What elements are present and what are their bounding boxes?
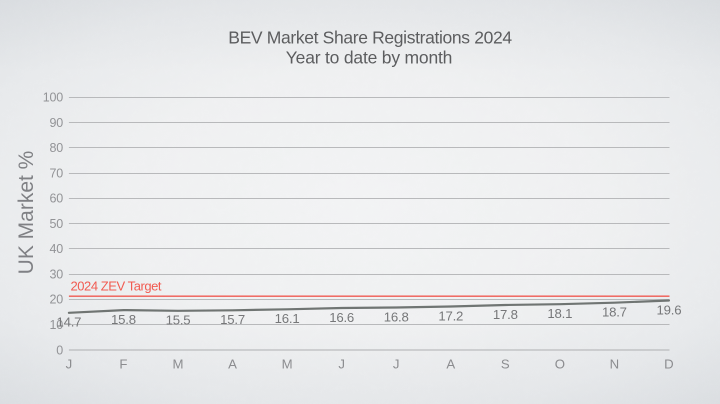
- svg-text:20: 20: [49, 293, 63, 307]
- svg-text:M: M: [282, 357, 293, 372]
- svg-text:N: N: [610, 357, 620, 372]
- svg-text:M: M: [173, 357, 184, 372]
- svg-text:0: 0: [56, 343, 63, 357]
- svg-text:J: J: [393, 357, 400, 372]
- svg-text:16.1: 16.1: [275, 311, 300, 326]
- svg-text:40: 40: [49, 242, 63, 256]
- svg-text:30: 30: [49, 268, 63, 282]
- svg-text:2024 ZEV Target: 2024 ZEV Target: [71, 278, 162, 293]
- svg-text:18.1: 18.1: [547, 306, 572, 321]
- svg-text:J: J: [66, 357, 73, 372]
- svg-text:UK Market %: UK Market %: [15, 151, 38, 275]
- svg-text:D: D: [664, 357, 674, 372]
- svg-text:50: 50: [49, 217, 63, 231]
- svg-text:Year to date by month: Year to date by month: [286, 47, 452, 67]
- svg-text:A: A: [228, 357, 237, 372]
- svg-text:15.8: 15.8: [111, 312, 136, 327]
- svg-text:J: J: [338, 357, 345, 372]
- svg-text:14.7: 14.7: [56, 315, 81, 330]
- svg-text:16.8: 16.8: [384, 309, 409, 324]
- svg-text:90: 90: [49, 116, 63, 130]
- svg-text:17.2: 17.2: [438, 308, 463, 323]
- svg-text:18.7: 18.7: [602, 305, 627, 320]
- svg-text:15.7: 15.7: [220, 312, 245, 327]
- svg-text:BEV Market Share Registrations: BEV Market Share Registrations 2024: [228, 28, 512, 48]
- svg-text:60: 60: [49, 192, 63, 206]
- svg-text:O: O: [555, 357, 565, 372]
- svg-text:17.8: 17.8: [493, 307, 518, 322]
- svg-text:15.5: 15.5: [166, 313, 191, 328]
- svg-text:70: 70: [49, 166, 63, 180]
- svg-text:16.6: 16.6: [329, 310, 354, 325]
- svg-text:100: 100: [43, 91, 64, 105]
- svg-text:A: A: [446, 357, 455, 372]
- svg-text:80: 80: [49, 141, 63, 155]
- svg-text:F: F: [119, 357, 127, 372]
- svg-text:19.6: 19.6: [657, 302, 682, 317]
- svg-text:S: S: [501, 357, 510, 372]
